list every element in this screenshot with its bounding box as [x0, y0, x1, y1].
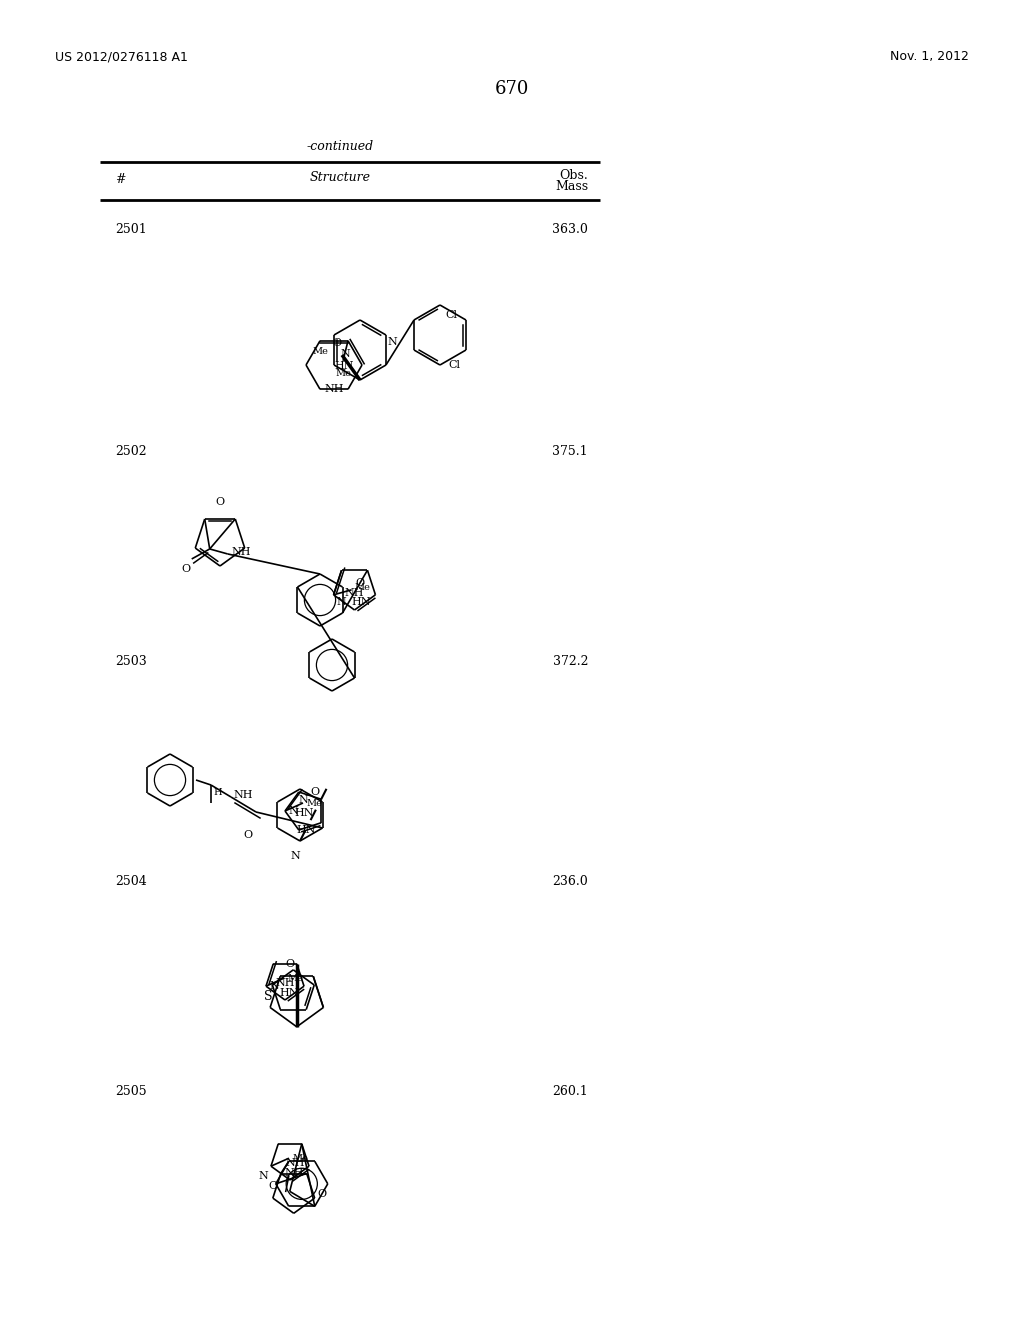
Text: 2505: 2505: [115, 1085, 146, 1098]
Text: Mass: Mass: [555, 180, 588, 193]
Text: O: O: [311, 787, 319, 797]
Text: HN: HN: [335, 360, 354, 371]
Text: #: #: [115, 173, 126, 186]
Text: US 2012/0276118 A1: US 2012/0276118 A1: [55, 50, 187, 63]
Text: Me: Me: [306, 799, 322, 808]
Text: Cl: Cl: [445, 310, 457, 319]
Text: NH: NH: [275, 978, 295, 987]
Text: O: O: [268, 1181, 278, 1192]
Text: 260.1: 260.1: [552, 1085, 588, 1098]
Text: O: O: [244, 830, 253, 840]
Text: Cl: Cl: [447, 360, 460, 370]
Text: O: O: [317, 1189, 327, 1200]
Text: NH: NH: [233, 789, 253, 800]
Text: Nov. 1, 2012: Nov. 1, 2012: [890, 50, 969, 63]
Text: NH: NH: [345, 587, 365, 598]
Text: N: N: [290, 851, 300, 861]
Text: HN: HN: [294, 808, 313, 818]
Text: Structure: Structure: [309, 172, 371, 183]
Text: O: O: [355, 578, 365, 587]
Text: N: N: [337, 597, 346, 607]
Text: NH: NH: [325, 384, 344, 395]
Text: NH: NH: [231, 546, 251, 557]
Text: 375.1: 375.1: [552, 445, 588, 458]
Text: N: N: [269, 981, 279, 991]
Text: 670: 670: [495, 81, 529, 98]
Text: 236.0: 236.0: [552, 875, 588, 888]
Text: 372.2: 372.2: [553, 655, 588, 668]
Text: -continued: -continued: [306, 140, 374, 153]
Text: O: O: [332, 338, 341, 347]
Text: Me: Me: [292, 1154, 308, 1163]
Text: O: O: [286, 958, 294, 969]
Text: S: S: [264, 990, 272, 1003]
Text: O: O: [181, 564, 190, 574]
Text: Obs.: Obs.: [559, 169, 588, 182]
Text: Me: Me: [335, 368, 351, 378]
Text: N: N: [340, 348, 350, 359]
Text: HN: HN: [280, 989, 299, 998]
Text: H: H: [213, 788, 221, 797]
Text: 2502: 2502: [115, 445, 146, 458]
Text: N: N: [387, 337, 396, 347]
Text: N: N: [258, 1171, 268, 1181]
Text: Me: Me: [354, 583, 371, 593]
Text: O: O: [215, 498, 224, 507]
Text: Me: Me: [287, 974, 303, 982]
Text: N: N: [288, 807, 298, 816]
Text: 363.0: 363.0: [552, 223, 588, 236]
Text: 2503: 2503: [115, 655, 146, 668]
Text: 2504: 2504: [115, 875, 146, 888]
Text: NH: NH: [286, 1158, 305, 1168]
Text: Me: Me: [312, 347, 328, 356]
Text: N: N: [299, 795, 308, 805]
Text: 2501: 2501: [115, 223, 146, 236]
Text: NH: NH: [285, 1168, 304, 1179]
Text: HN: HN: [297, 825, 316, 834]
Text: HN: HN: [351, 597, 371, 607]
